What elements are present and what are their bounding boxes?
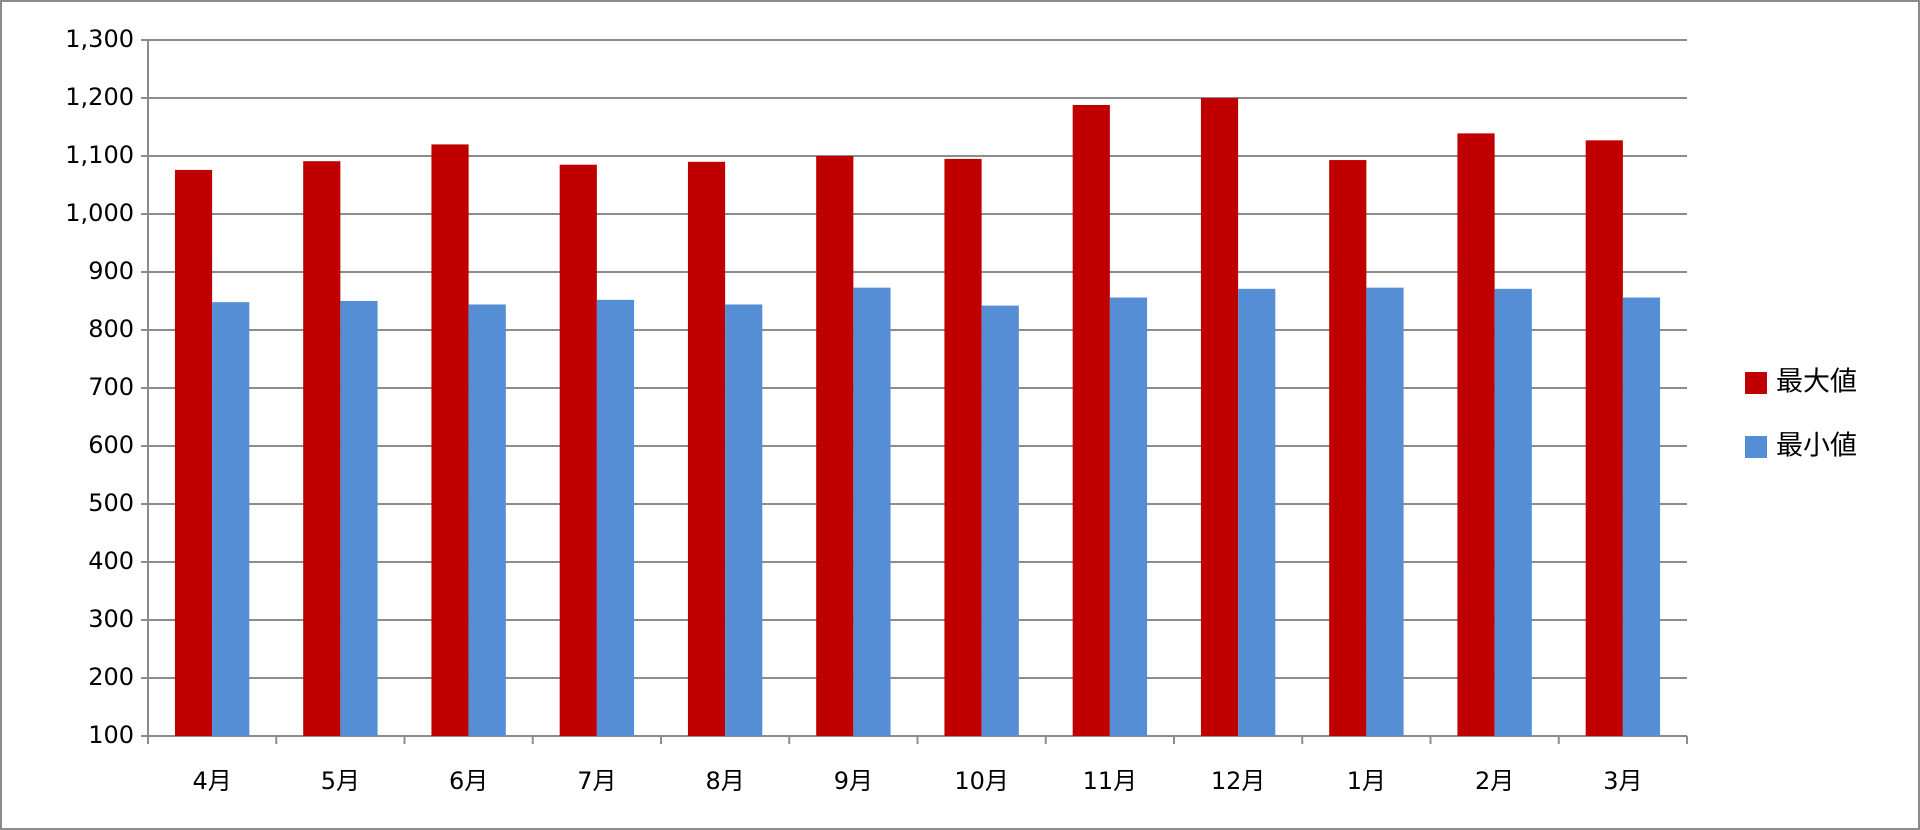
y-tick-label: 1,100 [65, 141, 134, 169]
y-tick-label: 1,000 [65, 199, 134, 227]
x-tick-label: 3月 [1603, 767, 1642, 795]
bar [1109, 297, 1148, 736]
x-tick-label: 9月 [834, 767, 873, 795]
x-tick-label: 2月 [1475, 767, 1514, 795]
y-tick-label: 300 [88, 605, 134, 633]
y-tick-label: 400 [88, 547, 134, 575]
x-tick-label: 10月 [954, 767, 1009, 795]
bar [981, 305, 1019, 736]
bar [1622, 297, 1661, 736]
x-tick-label: 5月 [321, 767, 360, 795]
bar [944, 158, 982, 736]
y-tick-label: 900 [88, 257, 134, 285]
bar [816, 156, 854, 736]
y-tick-label: 500 [88, 489, 134, 517]
bar [596, 299, 635, 736]
legend-swatch [1745, 436, 1767, 458]
bar [303, 161, 341, 737]
x-tick-label: 7月 [577, 767, 616, 795]
bar [559, 164, 597, 736]
legend-swatch [1745, 372, 1767, 394]
y-tick-label: 1,200 [65, 83, 134, 111]
bar [340, 301, 378, 736]
x-tick-label: 12月 [1211, 767, 1266, 795]
y-tick-label: 200 [88, 663, 134, 691]
bar [1072, 104, 1110, 736]
y-tick-label: 800 [88, 315, 134, 343]
x-tick-label: 8月 [705, 767, 744, 795]
bar [431, 144, 469, 736]
legend-label: 最小値 [1776, 431, 1857, 462]
bar [174, 169, 213, 737]
x-tick-label: 4月 [192, 767, 231, 795]
bar [1366, 287, 1404, 736]
bar [1329, 160, 1367, 736]
bar [1238, 288, 1276, 736]
bar [1494, 288, 1532, 736]
bar [725, 304, 763, 736]
bar [468, 304, 506, 736]
y-tick-label: 100 [88, 721, 134, 749]
legend-label: 最大値 [1776, 367, 1857, 398]
x-tick-label: 11月 [1083, 767, 1138, 795]
y-tick-label: 700 [88, 373, 134, 401]
bar [1457, 133, 1495, 736]
x-tick-label: 6月 [449, 767, 488, 795]
bar [1585, 140, 1623, 737]
bar [853, 287, 891, 736]
bar [687, 161, 726, 737]
y-tick-label: 600 [88, 431, 134, 459]
bar [1200, 98, 1239, 736]
x-tick-label: 1月 [1347, 767, 1386, 795]
bar [212, 302, 250, 736]
y-tick-label: 1,300 [65, 25, 134, 53]
